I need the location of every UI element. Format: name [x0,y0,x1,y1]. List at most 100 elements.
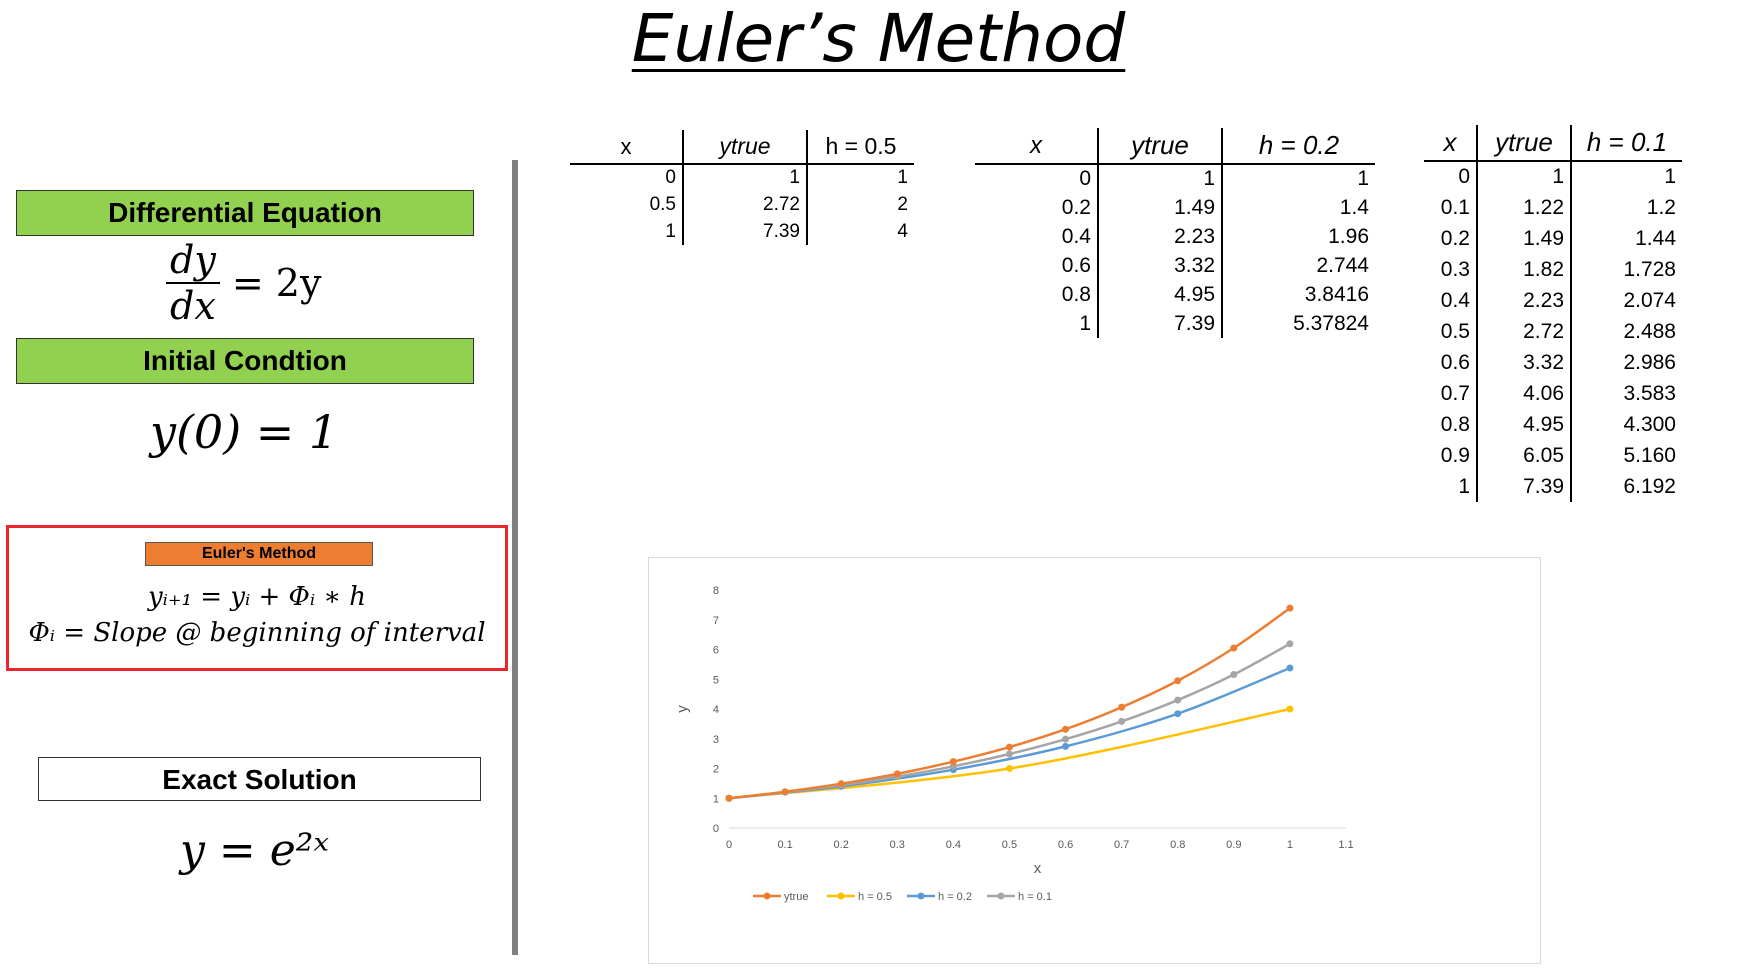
table-header-h: h = 0.5 [807,130,914,165]
cell-ytrue: 3.32 [1098,251,1223,280]
differential-equation-label: Differential Equation [16,190,474,236]
y-tick-label: 5 [713,674,719,686]
table-header-x: x [570,130,684,165]
x-tick-label: 1.1 [1338,839,1353,851]
x-tick-label: 0.4 [946,839,961,851]
data-point [1005,765,1013,772]
cell-euler: 2.074 [1623,288,1676,312]
cell-x: 0.2 [975,193,1099,222]
table-header-x: x [975,128,1099,165]
cell-euler: 3.583 [1623,381,1676,405]
legend-label: h = 0.5 [858,891,892,903]
cell-euler: 1 [1664,165,1676,188]
cell-euler: 1 [897,167,908,188]
cell-ytrue: 4.95 [1477,409,1572,440]
legend-marker [917,892,925,900]
x-tick-label: 0.6 [1058,839,1073,851]
cell-ytrue: 2.72 [683,191,808,218]
cell-ytrue: 1.49 [1098,193,1223,222]
cell-euler: 1.2 [1646,195,1676,219]
table-row: 1 7.39 4 [570,218,914,245]
cell-x: 0 [570,164,684,191]
y-tick-label: 7 [713,615,719,627]
cell-euler: 2 [897,193,908,215]
initial-condition-label: Initial Condtion [16,338,474,384]
cell-euler: 4 [897,220,908,242]
vertical-divider [512,160,518,955]
data-point [1062,725,1070,733]
cell-ytrue: 7.39 [683,218,808,245]
table-header-ytrue: ytrue [1477,125,1572,162]
slope-definition: Φᵢ = Slope @ beginning of interval [28,618,486,648]
line-chart: 0 1 2 3 4 5 6 7 8 0 0.1 0.2 0.3 0.4 0.5 0.6 0.7 0.8 0.9 1 1.… [674,585,1354,903]
table-row: 0.1 1.22 1.2 [1424,192,1682,223]
x-tick-label: 0.5 [1002,839,1017,851]
x-tick-label: 0.3 [890,839,905,851]
table-row: 0.8 4.95 4.300 [1424,409,1682,440]
cell-ytrue: 4.06 [1477,378,1572,409]
cell-ytrue: 2.23 [1098,222,1223,251]
cell-ytrue: 1 [1477,161,1572,192]
cell-ytrue: 3.32 [1477,347,1572,378]
table-row: 0.5 2.72 2 [570,191,914,218]
x-tick-label: 0.7 [1114,839,1129,851]
cell-euler: 1.44 [1635,226,1676,250]
data-point [1230,670,1238,678]
data-point [1174,696,1182,704]
data-point [949,758,957,766]
data-point [781,788,789,796]
cell-x: 0.9 [1424,440,1478,471]
derivative-denominator: dx [170,284,216,328]
table-row: 0.6 3.32 2.986 [1424,347,1682,378]
cell-euler: 5.160 [1623,443,1676,467]
table-row: 0.5 2.72 2.488 [1424,316,1682,347]
derivative-numerator: dy [166,238,220,284]
x-axis-title: x [1034,860,1042,877]
data-point [1005,743,1013,751]
euler-formula: yᵢ₊₁ = yᵢ + Φᵢ ∗ h [147,582,367,612]
y-tick-label: 2 [713,764,719,776]
cell-euler: 2.986 [1623,350,1676,374]
table-header-x: x [1424,125,1478,162]
exact-solution-equation: y = e²ˣ [180,825,329,876]
cell-ytrue: 2.72 [1477,316,1572,347]
legend-marker [763,892,771,900]
data-point [1174,710,1182,718]
table-row: 0.4 2.23 1.96 [975,222,1375,251]
data-point [1118,717,1126,725]
table-row: 0.8 4.95 3.8416 [975,280,1375,309]
cell-x: 0.1 [1424,192,1478,223]
table-row: 0.3 1.82 1.728 [1424,254,1682,285]
cell-euler: 1.728 [1623,257,1676,281]
cell-x: 0.5 [570,191,684,218]
table-h-0-2: x ytrue h = 0.2 0 1 1 0.2 1.49 1.4 0.4 2.23 1.96… [975,128,1375,338]
cell-ytrue: 2.23 [1477,285,1572,316]
data-point [725,794,733,802]
cell-ytrue: 4.95 [1098,280,1223,309]
x-tick-label: 0 [726,839,732,851]
cell-euler: 1.96 [1328,224,1369,248]
cell-euler: 2.744 [1316,253,1369,277]
y-tick-label: 6 [713,645,719,657]
table-row: 0.9 6.05 5.160 [1424,440,1682,471]
y-tick-label: 0 [713,823,719,835]
y-tick-label: 3 [713,734,719,746]
cell-ytrue: 7.39 [1098,309,1223,338]
table-h-0-5: x ytrue h = 0.5 0 1 1 0.5 2.72 2 1 7.39 4 [570,130,914,245]
cell-x: 0.8 [1424,409,1478,440]
x-tick-label: 0.1 [777,839,792,851]
table-row: 1 7.39 5.37824 [975,309,1375,338]
exact-solution-label: Exact Solution [38,757,481,801]
legend-label: h = 0.2 [938,891,972,903]
data-point [1286,664,1294,672]
cell-x: 0.7 [1424,378,1478,409]
page-title: Euler’s Method [631,0,1126,77]
data-point [1286,604,1294,612]
data-point [1062,742,1070,750]
cell-x: 0.4 [975,222,1099,251]
table-h-0-1: x ytrue h = 0.1 0 1 1 0.1 1.22 1.2 0.2 1.49 1.44… [1424,125,1682,502]
legend-label: h = 0.1 [1018,891,1052,903]
cell-x: 0.6 [1424,347,1478,378]
data-point [1286,640,1294,648]
